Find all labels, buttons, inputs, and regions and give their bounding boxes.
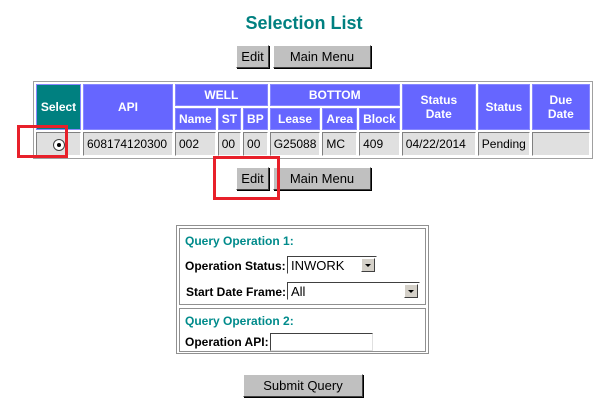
table-row: 608174120300 002 00 00 G25088 MC 409 04/…: [36, 132, 590, 156]
query-op1-title: Query Operation 1:: [185, 234, 294, 248]
main-menu-button-bottom[interactable]: Main Menu: [273, 167, 371, 190]
operation-status-label: Operation Status:: [185, 259, 286, 273]
header-status: Status: [477, 84, 530, 130]
edit-button-top[interactable]: Edit: [236, 45, 269, 68]
select-radio[interactable]: [52, 138, 65, 151]
cell-name: 002: [175, 132, 216, 156]
cell-bp: 00: [243, 132, 268, 156]
header-area: Area: [322, 108, 358, 130]
cell-status: Pending: [477, 132, 530, 156]
query-form: Query Operation 1: Operation Status: INW…: [176, 225, 429, 354]
header-bp: BP: [243, 108, 268, 130]
operation-status-value: INWORK: [291, 258, 345, 273]
query-operation-1: Query Operation 1: Operation Status: INW…: [179, 228, 426, 305]
edit-button-bottom[interactable]: Edit: [236, 167, 269, 190]
header-api: API: [83, 84, 173, 130]
selection-table: Select API WELL BOTTOM Status Date Statu…: [33, 81, 593, 159]
cell-lease: G25088: [269, 132, 321, 156]
header-due-date: Due Date: [531, 84, 590, 130]
header-well: WELL: [175, 84, 268, 106]
select-cell: [36, 132, 81, 156]
cell-api: 608174120300: [83, 132, 173, 156]
chevron-down-icon: [361, 258, 375, 272]
header-st: ST: [217, 108, 242, 130]
query-operation-2: Query Operation 2: Operation API:: [179, 308, 426, 352]
cell-block: 409: [359, 132, 400, 156]
cell-area: MC: [322, 132, 358, 156]
header-select: Select: [36, 84, 81, 130]
highlight-box-edit: [213, 156, 280, 200]
header-status-date: Status Date: [401, 84, 476, 130]
highlight-box-radio: [17, 125, 68, 158]
header-block: Block: [359, 108, 400, 130]
cell-st: 00: [217, 132, 242, 156]
main-menu-button-top[interactable]: Main Menu: [273, 45, 371, 68]
header-bottom: BOTTOM: [269, 84, 400, 106]
header-lease: Lease: [269, 108, 321, 130]
chevron-down-icon: [404, 284, 418, 298]
operation-status-select[interactable]: INWORK: [287, 256, 377, 274]
submit-query-button[interactable]: Submit Query: [243, 374, 363, 397]
start-date-value: All: [291, 284, 306, 299]
page-title: Selection List: [245, 13, 363, 33]
query-op2-title: Query Operation 2:: [185, 314, 294, 328]
operation-api-input[interactable]: [270, 333, 373, 351]
header-name: Name: [175, 108, 216, 130]
start-date-select[interactable]: All: [287, 282, 420, 300]
start-date-label: Start Date Frame:: [186, 285, 287, 299]
cell-due-date: [531, 132, 590, 156]
cell-status-date: 04/22/2014: [401, 132, 476, 156]
operation-api-label: Operation API:: [185, 335, 269, 349]
